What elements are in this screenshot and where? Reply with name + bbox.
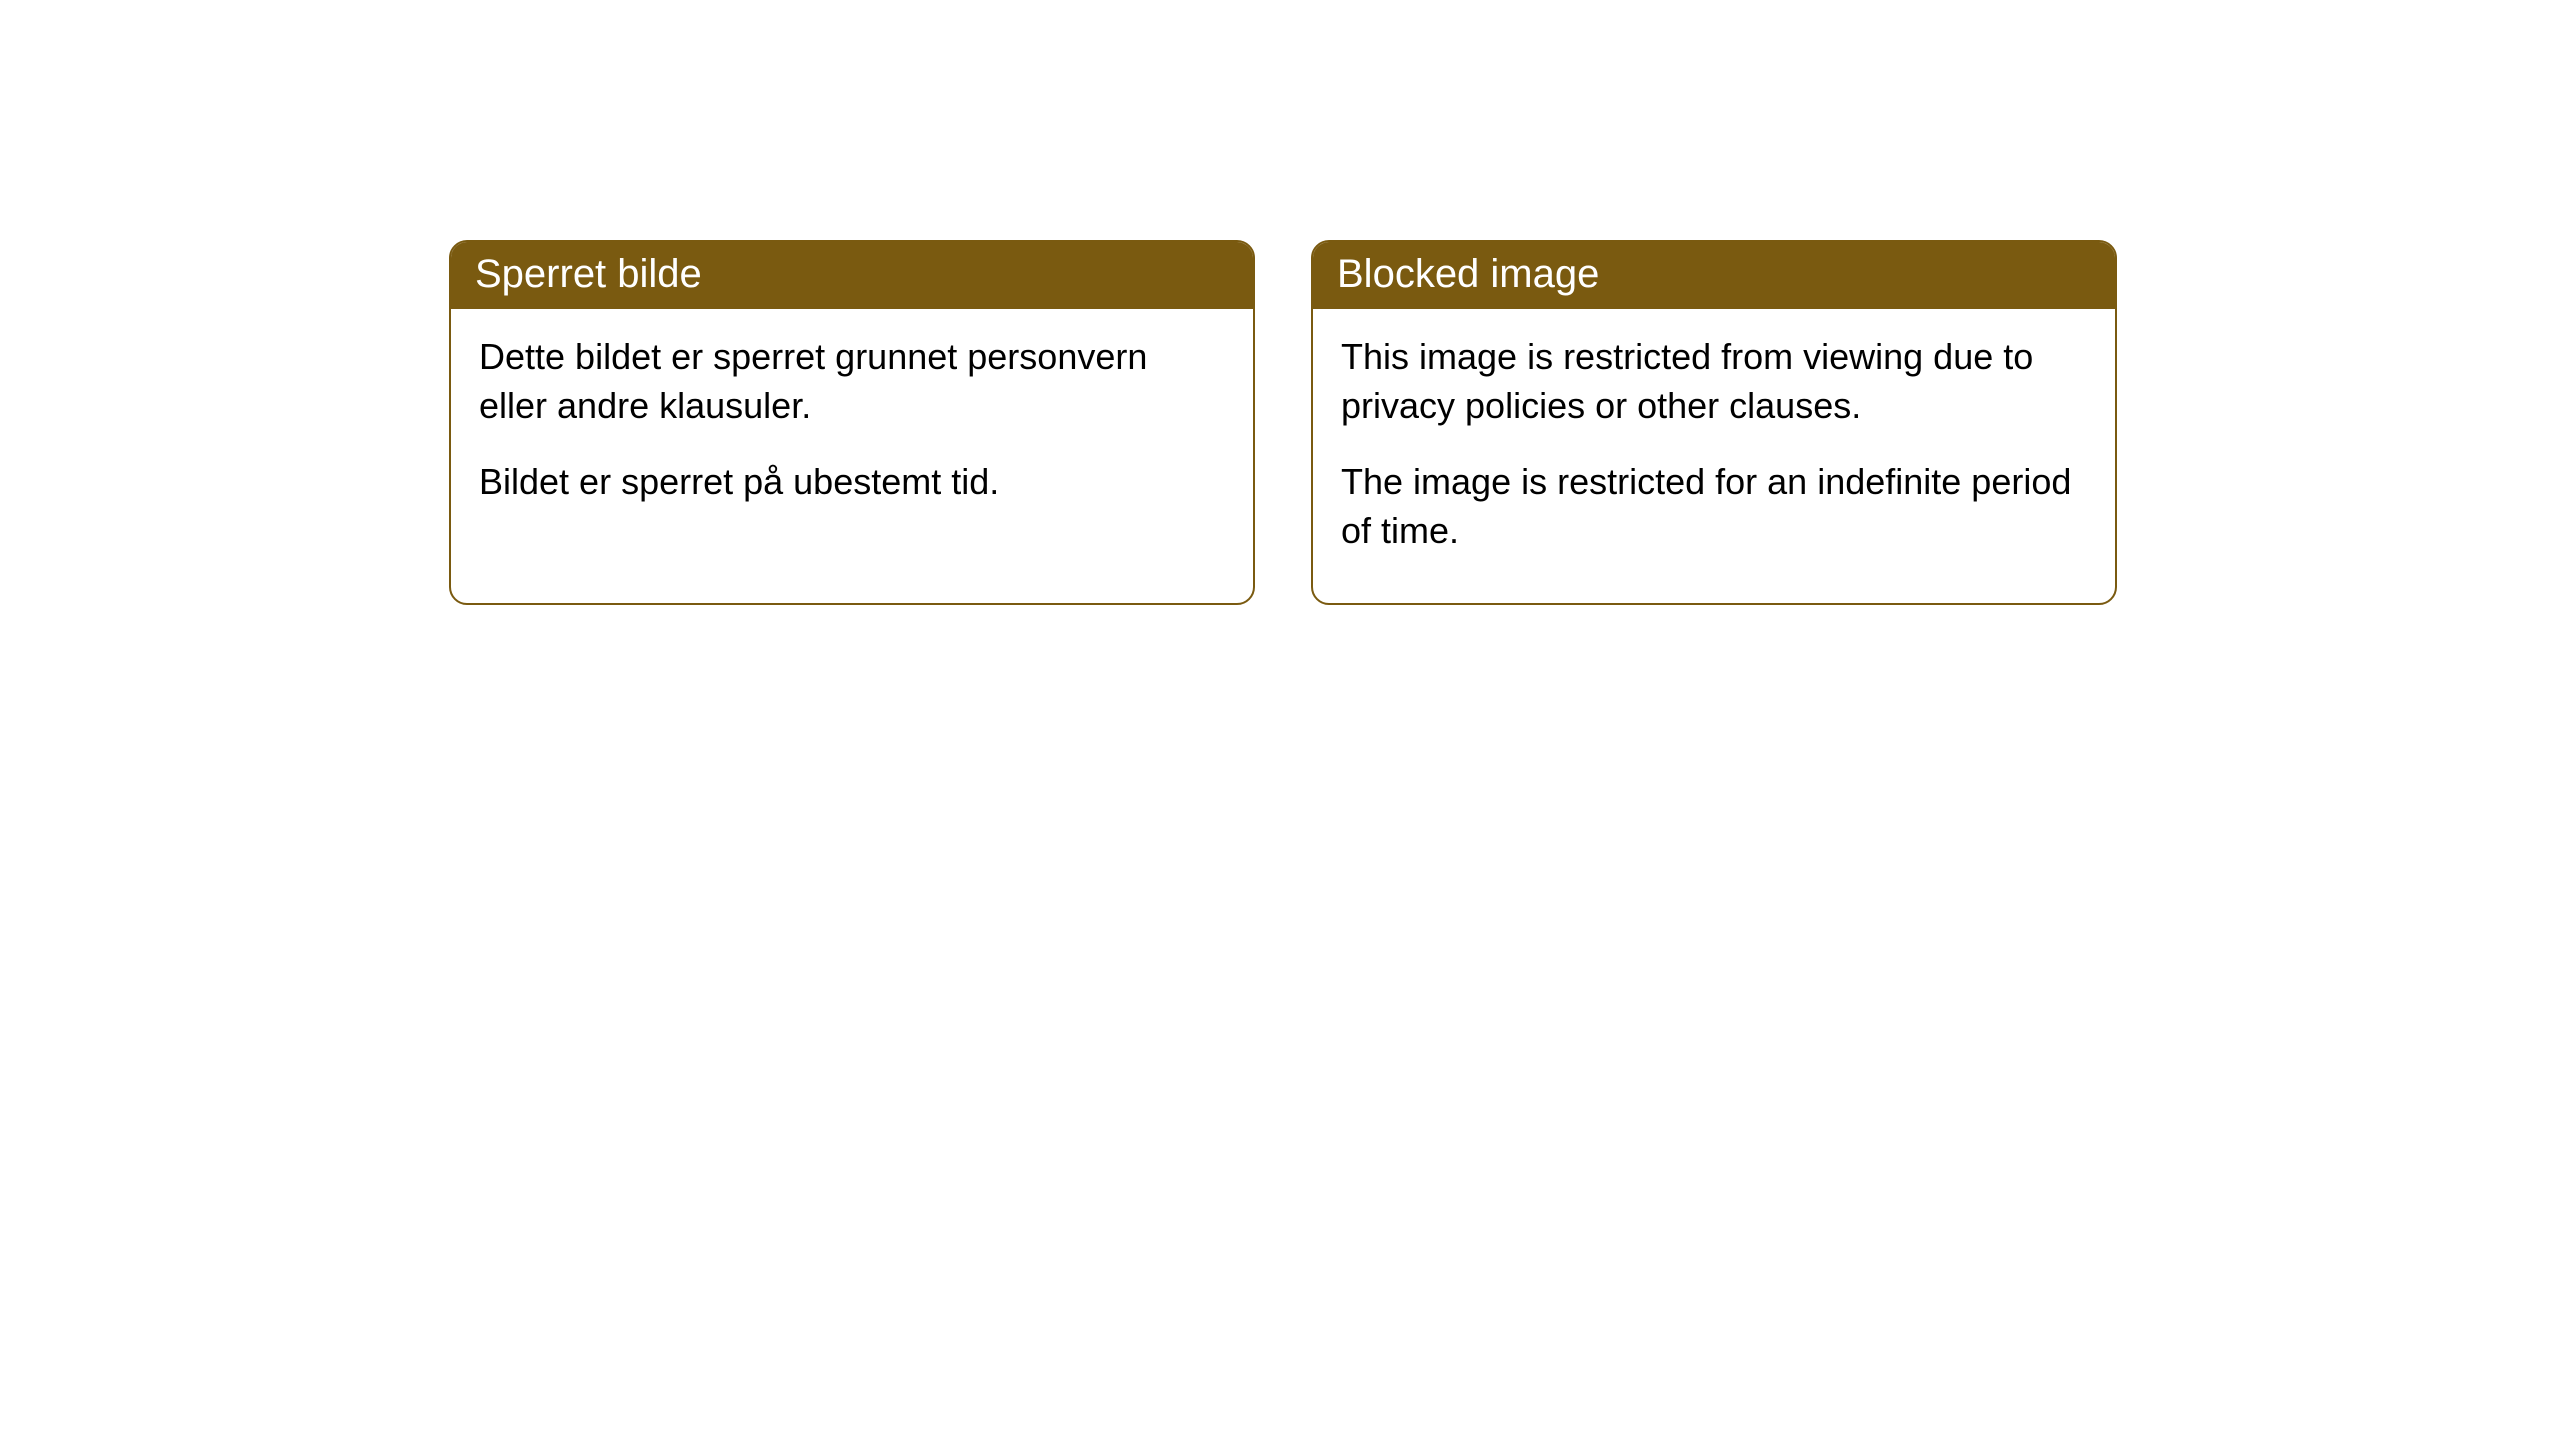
card-paragraph: Dette bildet er sperret grunnet personve… xyxy=(479,333,1225,430)
blocked-image-card-english: Blocked image This image is restricted f… xyxy=(1311,240,2117,605)
card-title: Blocked image xyxy=(1337,252,1599,296)
cards-container: Sperret bilde Dette bildet er sperret gr… xyxy=(449,240,2117,605)
card-title: Sperret bilde xyxy=(475,252,702,296)
blocked-image-card-norwegian: Sperret bilde Dette bildet er sperret gr… xyxy=(449,240,1255,605)
card-paragraph: This image is restricted from viewing du… xyxy=(1341,333,2087,430)
card-header: Blocked image xyxy=(1313,242,2115,309)
card-body: Dette bildet er sperret grunnet personve… xyxy=(451,309,1253,555)
card-header: Sperret bilde xyxy=(451,242,1253,309)
card-paragraph: Bildet er sperret på ubestemt tid. xyxy=(479,458,1225,507)
card-body: This image is restricted from viewing du… xyxy=(1313,309,2115,603)
card-paragraph: The image is restricted for an indefinit… xyxy=(1341,458,2087,555)
